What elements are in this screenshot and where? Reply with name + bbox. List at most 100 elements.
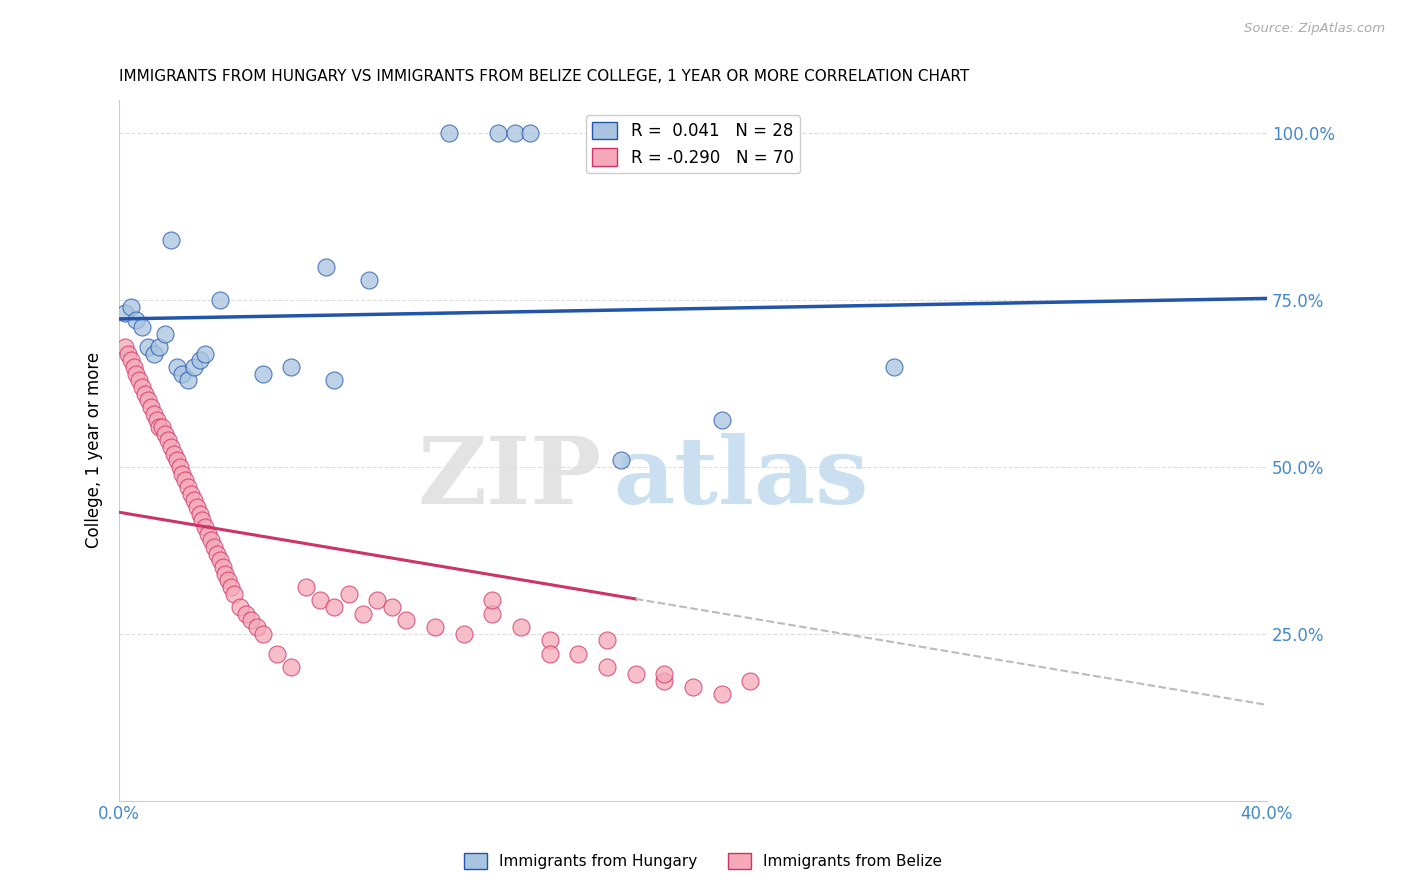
Legend: R =  0.041   N = 28, R = -0.290   N = 70: R = 0.041 N = 28, R = -0.290 N = 70 (586, 115, 800, 173)
Point (125, 313, 148, 327)
Point (280, 359, 302, 374)
Point (169, 460, 191, 475)
Point (153, 326, 176, 341)
Point (567, 647, 589, 661)
Legend: Immigrants from Hungary, Immigrants from Belize: Immigrants from Hungary, Immigrants from… (458, 847, 948, 875)
Point (315, 260, 337, 274)
Point (437, 126, 460, 140)
Point (157, 434, 180, 448)
Point (163, 447, 186, 461)
Point (200, 533, 222, 548)
Text: ZIP: ZIP (418, 434, 602, 524)
Point (188, 353, 211, 368)
Point (222, 587, 245, 601)
Point (208, 293, 231, 307)
Point (166, 453, 188, 467)
Point (114, 306, 136, 320)
Point (323, 373, 346, 387)
Point (142, 407, 165, 421)
Point (266, 647, 288, 661)
Point (510, 620, 533, 634)
Point (219, 580, 242, 594)
Point (252, 367, 274, 381)
Point (481, 607, 503, 621)
Point (177, 373, 200, 387)
Point (148, 340, 170, 354)
Point (624, 666, 647, 681)
Point (503, 126, 526, 140)
Text: Source: ZipAtlas.com: Source: ZipAtlas.com (1244, 22, 1385, 36)
Point (205, 547, 228, 561)
Point (519, 126, 541, 140)
Point (710, 413, 733, 427)
Point (125, 367, 148, 381)
Point (134, 386, 156, 401)
Point (294, 580, 316, 594)
Point (174, 473, 197, 487)
Point (323, 600, 346, 615)
Text: IMMIGRANTS FROM HUNGARY VS IMMIGRANTS FROM BELIZE COLLEGE, 1 YEAR OR MORE CORREL: IMMIGRANTS FROM HUNGARY VS IMMIGRANTS FR… (120, 69, 970, 84)
Point (280, 660, 302, 674)
Point (309, 593, 332, 607)
Point (423, 620, 446, 634)
Point (740, 673, 762, 688)
Point (240, 614, 263, 628)
Point (194, 520, 217, 534)
Point (120, 353, 142, 368)
Point (486, 126, 509, 140)
Point (337, 587, 360, 601)
Point (114, 340, 136, 354)
Point (596, 660, 619, 674)
Point (211, 560, 233, 574)
Point (150, 420, 173, 434)
Point (160, 440, 183, 454)
Point (160, 233, 183, 247)
Point (172, 367, 194, 381)
Point (202, 540, 225, 554)
Point (191, 513, 214, 527)
Point (596, 633, 619, 648)
Point (366, 593, 388, 607)
Point (145, 413, 167, 427)
Point (194, 346, 217, 360)
Point (117, 346, 139, 360)
Point (177, 480, 200, 494)
Point (252, 627, 274, 641)
Point (148, 420, 170, 434)
Text: atlas: atlas (613, 434, 868, 524)
Y-axis label: College, 1 year or more: College, 1 year or more (86, 352, 103, 549)
Point (122, 359, 145, 374)
Point (381, 600, 404, 615)
Point (481, 593, 503, 607)
Point (128, 373, 150, 387)
Point (183, 359, 205, 374)
Point (166, 359, 188, 374)
Point (131, 380, 153, 394)
Point (682, 680, 704, 694)
Point (188, 507, 211, 521)
Point (139, 400, 162, 414)
Point (172, 467, 194, 481)
Point (217, 574, 239, 588)
Point (235, 607, 257, 621)
Point (183, 493, 205, 508)
Point (710, 687, 733, 701)
Point (214, 566, 236, 581)
Point (246, 620, 269, 634)
Point (229, 600, 252, 615)
Point (883, 359, 905, 374)
Point (180, 486, 202, 500)
Point (538, 647, 561, 661)
Point (153, 426, 176, 441)
Point (131, 319, 153, 334)
Point (208, 553, 231, 567)
Point (610, 453, 633, 467)
Point (453, 627, 475, 641)
Point (120, 300, 142, 314)
Point (538, 633, 561, 648)
Point (395, 614, 418, 628)
Point (136, 393, 159, 408)
Point (136, 340, 159, 354)
Point (186, 500, 208, 514)
Point (142, 346, 165, 360)
